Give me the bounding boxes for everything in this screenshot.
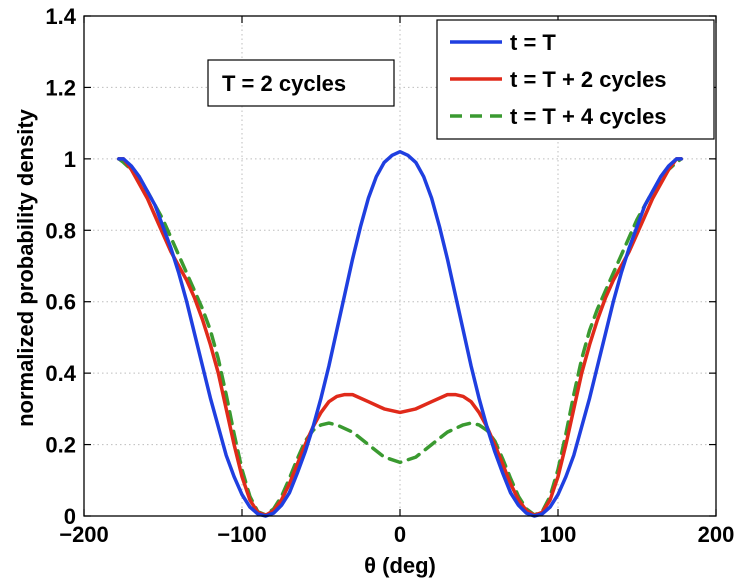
y-tick-label: 0.4 (45, 361, 76, 386)
x-tick-label: 100 (540, 522, 577, 547)
x-tick-label: 200 (698, 522, 735, 547)
x-tick-label: −100 (217, 522, 267, 547)
legend-label-2: t = T + 2 cycles (510, 67, 667, 92)
y-tick-label: 1.2 (45, 75, 76, 100)
annotation-frame (207, 59, 395, 107)
annotation-text: T = 2 cycles (222, 71, 346, 96)
y-tick-label: 1.4 (45, 4, 76, 29)
y-tick-label: 0.2 (45, 433, 76, 458)
y-axis-label: normalized probability density (13, 108, 38, 427)
axis-ticks: −200 −100 0 100 200 0 0.2 0.4 0.6 0.8 1 1.2 1.4 (45, 4, 734, 547)
annotation-box: T = 2 cycles (207, 59, 395, 107)
x-axis-label: θ (deg) (364, 553, 436, 578)
x-tick-label: −200 (59, 522, 109, 547)
x-tick-label: 0 (394, 522, 406, 547)
y-tick-label: 0.6 (45, 290, 76, 315)
data-curves (117, 149, 683, 518)
series-line-2 (117, 157, 683, 518)
series-line-1 (117, 149, 683, 518)
y-tick-label: 0 (64, 504, 76, 529)
legend: t = T t = T + 2 cycles t = T + 4 cycles (436, 19, 715, 140)
series-line-3 (117, 157, 683, 517)
legend-label-1: t = T (510, 30, 556, 55)
legend-label-3: t = T + 4 cycles (510, 104, 667, 129)
y-tick-label: 1 (64, 147, 76, 172)
y-tick-label: 0.8 (45, 218, 76, 243)
